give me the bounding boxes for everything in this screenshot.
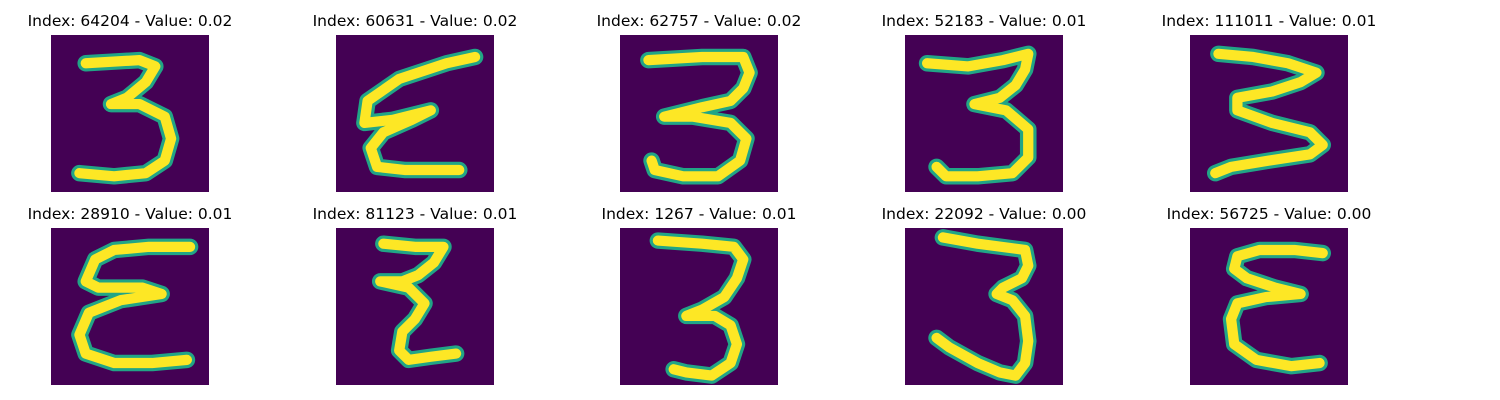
digit-image <box>336 35 494 192</box>
digit-image <box>905 35 1063 192</box>
digit-image <box>51 35 209 192</box>
digit-stroke-core <box>74 55 177 182</box>
panel-6: Index: 28910 - Value: 0.01 <box>0 204 260 389</box>
digit-image <box>1190 228 1348 385</box>
panel-title: Index: 81123 - Value: 0.01 <box>312 205 518 223</box>
digit-stroke-core <box>1210 48 1328 179</box>
panel-title: Index: 56725 - Value: 0.00 <box>1166 205 1372 223</box>
panel-10: Index: 56725 - Value: 0.00 <box>1139 204 1399 389</box>
digit-image <box>1190 35 1348 192</box>
digit-stroke-core <box>652 235 749 381</box>
panel-1: Index: 64204 - Value: 0.02 <box>0 11 260 196</box>
panel-5: Index: 111011 - Value: 0.01 <box>1139 11 1399 196</box>
panel-title: Index: 111011 - Value: 0.01 <box>1161 12 1377 30</box>
panel-title: Index: 64204 - Value: 0.02 <box>27 12 233 30</box>
panel-title: Index: 28910 - Value: 0.01 <box>27 205 233 223</box>
panel-3: Index: 62757 - Value: 0.02 <box>569 11 829 196</box>
digit-stroke-core <box>643 51 755 182</box>
panel-9: Index: 22092 - Value: 0.00 <box>854 204 1114 389</box>
digit-image <box>51 228 209 385</box>
digit-image <box>620 228 778 385</box>
digit-stroke-core <box>921 48 1034 182</box>
digit-stroke-core <box>74 241 196 369</box>
digit-image <box>336 228 494 385</box>
digit-stroke-core <box>931 232 1034 381</box>
digit-stroke-core <box>359 51 481 176</box>
panel-8: Index: 1267 - Value: 0.01 <box>569 204 829 389</box>
digit-image <box>905 228 1063 385</box>
panel-4: Index: 52183 - Value: 0.01 <box>854 11 1114 196</box>
panel-title: Index: 62757 - Value: 0.02 <box>596 12 802 30</box>
panel-7: Index: 81123 - Value: 0.01 <box>285 204 545 389</box>
panel-title: Index: 52183 - Value: 0.01 <box>881 12 1087 30</box>
digit-stroke-core <box>375 238 462 365</box>
digit-image <box>620 35 778 192</box>
digit-stroke-core <box>1225 244 1328 372</box>
panel-title: Index: 1267 - Value: 0.01 <box>601 205 797 223</box>
panel-2: Index: 60631 - Value: 0.02 <box>285 11 545 196</box>
panel-title: Index: 22092 - Value: 0.00 <box>881 205 1087 223</box>
panel-title: Index: 60631 - Value: 0.02 <box>312 12 518 30</box>
